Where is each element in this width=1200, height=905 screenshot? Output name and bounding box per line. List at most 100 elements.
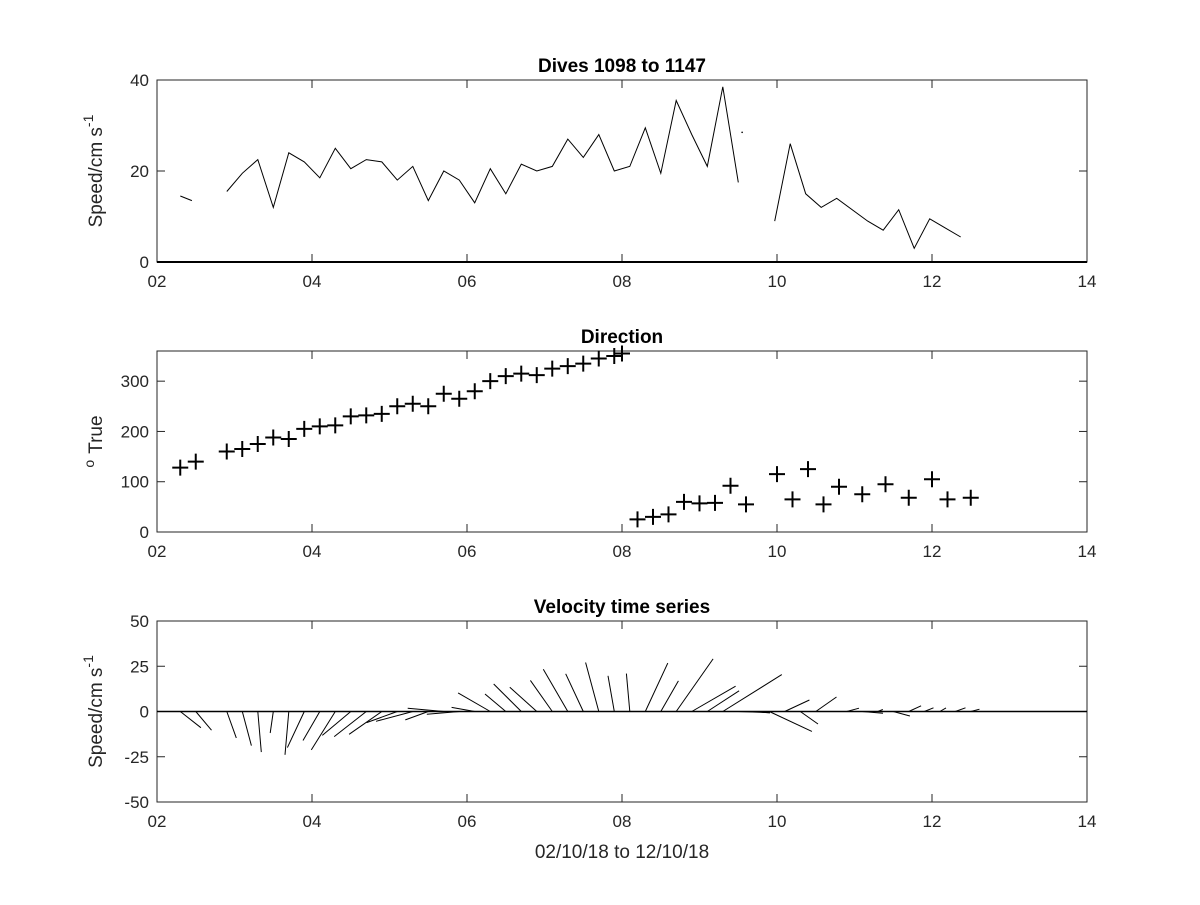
direction-marker <box>784 491 801 508</box>
x-tick-label: 06 <box>458 272 477 291</box>
direction-marker <box>172 459 189 476</box>
velocity-stick <box>542 668 569 712</box>
direction-marker <box>389 398 406 415</box>
velocity-stick <box>241 711 252 746</box>
direction-marker <box>575 355 592 372</box>
direction-marker <box>265 429 282 446</box>
x-axis-label: 02/10/18 to 12/10/18 <box>535 842 709 863</box>
speed-point <box>741 131 743 134</box>
y-tick-label: 25 <box>130 657 149 676</box>
velocity-stick <box>769 711 813 732</box>
velocity-stick <box>451 706 475 712</box>
direction-marker <box>722 477 739 494</box>
direction-marker <box>900 489 917 506</box>
direction-marker <box>676 493 692 510</box>
velocity-stick <box>269 711 274 734</box>
velocity-stick <box>333 711 367 737</box>
panel-2: 02 04 06 08 10 12 14 0 100 200 300 Direction o True <box>81 327 1096 561</box>
y-tick-label: 0 <box>140 253 149 272</box>
velocity-stick <box>846 707 860 712</box>
direction-marker <box>769 466 785 483</box>
direction-marker <box>311 418 328 435</box>
velocity-stick <box>302 711 321 741</box>
y-tick-label: 0 <box>140 703 149 722</box>
y-tick-label: 50 <box>130 612 149 631</box>
direction-marker <box>590 350 607 367</box>
velocity-stick <box>226 711 237 739</box>
x-tick-label: 14 <box>1078 272 1097 291</box>
velocity-stick <box>784 699 810 712</box>
y-tick-label: -25 <box>124 748 149 767</box>
direction-marker <box>234 441 251 458</box>
velocity-stick <box>565 673 584 712</box>
direction-marker <box>373 405 390 422</box>
velocity-stick <box>493 683 522 712</box>
velocity-stick <box>284 711 290 755</box>
velocity-stick <box>585 662 600 712</box>
x-tick-label: 12 <box>923 812 942 831</box>
velocity-stick <box>722 674 783 712</box>
direction-marker <box>559 358 576 375</box>
direction-marker <box>513 365 530 382</box>
direction-marker <box>629 511 646 528</box>
x-tick-label: 06 <box>458 812 477 831</box>
x-tick-label: 10 <box>768 542 787 561</box>
y-axis-label-exponent: -1 <box>80 655 96 668</box>
direction-marker <box>342 408 359 425</box>
velocity-stick <box>625 673 631 712</box>
velocity-stick <box>908 705 922 712</box>
x-tick-label: 06 <box>458 542 477 561</box>
y-axis-label-exponent: -1 <box>80 114 96 127</box>
direction-marker <box>296 420 313 437</box>
velocity-stick <box>529 680 553 712</box>
direction-marker <box>466 383 483 400</box>
y-tick-label: 40 <box>130 71 149 90</box>
velocity-stick <box>407 707 444 712</box>
velocity-stick <box>179 711 202 729</box>
speed-line-segment <box>226 86 739 210</box>
direction-marker <box>707 494 723 511</box>
velocity-stick <box>893 711 911 717</box>
direction-marker <box>691 495 708 512</box>
speed-line-segment <box>180 195 193 202</box>
y-tick-label: 100 <box>121 473 149 492</box>
y-axis-label-text: Speed/cm s <box>86 127 107 227</box>
direction-marker <box>218 443 235 460</box>
x-tick-label: 08 <box>613 542 632 561</box>
velocity-stick <box>939 707 947 712</box>
x-tick-label: 02 <box>148 542 167 561</box>
direction-marker <box>800 461 816 478</box>
y-tick-label: 0 <box>140 523 149 542</box>
direction-marker <box>606 348 623 365</box>
direction-marker <box>831 478 847 495</box>
direction-marker <box>614 345 630 362</box>
velocity-stick <box>321 711 352 736</box>
velocity-stick <box>707 690 740 712</box>
x-tick-label: 12 <box>923 272 942 291</box>
panel-title: Direction <box>581 327 663 348</box>
x-tick-label: 04 <box>303 812 322 831</box>
velocity-stick <box>484 693 507 712</box>
panel-title: Velocity time series <box>534 597 710 618</box>
velocity-stick <box>644 662 669 712</box>
direction-marker <box>738 496 754 513</box>
velocity-stick <box>375 711 413 722</box>
direction-marker <box>877 476 894 493</box>
direction-marker <box>358 407 375 424</box>
x-tick-label: 02 <box>148 272 167 291</box>
direction-marker <box>544 360 561 377</box>
direction-marker <box>404 395 421 412</box>
velocity-stick <box>862 711 884 714</box>
panel-1: 02 04 06 08 10 12 14 0 20 40 Dives 1098 to 1147 Spe… <box>80 56 1096 291</box>
direction-marker <box>451 390 468 407</box>
direction-marker <box>420 398 437 415</box>
y-tick-label: -50 <box>124 793 149 812</box>
velocity-stick <box>348 711 383 735</box>
y-axis-label-text: Speed/cm s <box>86 668 107 768</box>
x-tick-label: 08 <box>613 272 632 291</box>
velocity-stick <box>405 711 429 721</box>
y-axis-label-degree: o <box>81 460 97 468</box>
x-tick-label: 14 <box>1078 542 1097 561</box>
velocity-stick <box>426 711 460 715</box>
